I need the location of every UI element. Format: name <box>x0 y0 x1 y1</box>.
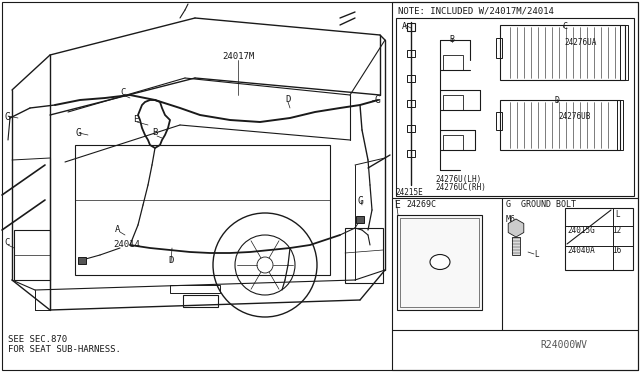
Text: E: E <box>133 115 138 124</box>
Text: D: D <box>168 256 173 265</box>
Bar <box>443 55 463 70</box>
Bar <box>400 218 479 307</box>
Text: 24276UC(RH): 24276UC(RH) <box>435 183 486 192</box>
Text: 24269C: 24269C <box>406 200 436 209</box>
Text: G: G <box>4 112 10 122</box>
Bar <box>407 100 415 107</box>
Text: 24015G: 24015G <box>567 226 595 235</box>
Text: 12: 12 <box>612 226 621 235</box>
Bar <box>78 257 86 264</box>
Bar <box>356 216 364 223</box>
Bar <box>397 215 482 310</box>
Text: G: G <box>75 128 81 138</box>
Text: 16: 16 <box>612 246 621 255</box>
Text: A: A <box>115 225 120 234</box>
Bar <box>345 228 383 283</box>
Bar <box>496 38 502 58</box>
Text: G: G <box>358 196 364 206</box>
Text: D: D <box>285 95 291 104</box>
Bar <box>396 18 634 196</box>
Text: NOTE: INCLUDED W/24017M/24014: NOTE: INCLUDED W/24017M/24014 <box>398 6 554 15</box>
Text: D: D <box>555 96 560 105</box>
Polygon shape <box>508 219 524 237</box>
Text: G: G <box>375 95 381 105</box>
Text: C: C <box>120 88 125 97</box>
Text: L: L <box>615 210 620 219</box>
Text: 24040A: 24040A <box>567 246 595 255</box>
Bar <box>617 100 623 150</box>
Text: SEE SEC.870: SEE SEC.870 <box>8 335 67 344</box>
Text: A: A <box>402 22 407 31</box>
Bar <box>183 295 218 307</box>
Ellipse shape <box>430 254 450 269</box>
Text: FOR SEAT SUB-HARNESS.: FOR SEAT SUB-HARNESS. <box>8 345 121 354</box>
Bar <box>500 100 620 150</box>
Bar <box>407 23 415 31</box>
Text: B: B <box>152 128 157 137</box>
Text: 24276UA: 24276UA <box>564 38 596 47</box>
Text: 24276U(LH): 24276U(LH) <box>435 175 481 184</box>
Text: B: B <box>449 35 454 44</box>
Bar <box>392 2 638 370</box>
Bar <box>407 125 415 132</box>
Text: R24000WV: R24000WV <box>540 340 587 350</box>
Bar <box>512 237 520 255</box>
Text: 24014: 24014 <box>113 240 140 249</box>
Bar <box>407 50 415 57</box>
Text: 24017M: 24017M <box>222 52 254 61</box>
Bar <box>620 25 628 80</box>
Bar <box>170 285 220 293</box>
Bar <box>565 208 633 270</box>
Bar <box>500 25 625 80</box>
Bar <box>14 230 50 280</box>
Text: G  GROUND BOLT: G GROUND BOLT <box>506 200 576 209</box>
Bar <box>443 135 463 150</box>
Text: M6: M6 <box>506 215 516 224</box>
Text: C: C <box>562 22 567 31</box>
Text: L: L <box>534 250 539 259</box>
Bar <box>496 112 502 130</box>
Bar <box>443 95 463 110</box>
Text: C: C <box>4 238 10 247</box>
Text: 24276UB: 24276UB <box>558 112 590 121</box>
Bar <box>407 150 415 157</box>
Bar <box>407 75 415 82</box>
Text: 24215E: 24215E <box>395 188 423 197</box>
Text: E: E <box>394 200 400 210</box>
Bar <box>75 145 330 275</box>
